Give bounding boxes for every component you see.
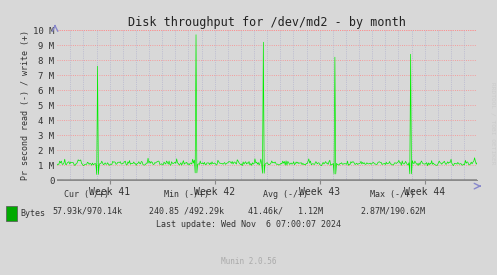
Text: 57.93k/970.14k: 57.93k/970.14k [52,206,122,215]
Text: Max (-/+): Max (-/+) [370,190,415,199]
Y-axis label: Pr second read (-) / write (+): Pr second read (-) / write (+) [21,30,30,180]
Text: 2.87M/190.62M: 2.87M/190.62M [360,206,425,215]
Text: Last update: Wed Nov  6 07:00:07 2024: Last update: Wed Nov 6 07:00:07 2024 [156,220,341,229]
Text: 41.46k/   1.12M: 41.46k/ 1.12M [248,206,323,215]
Text: Cur (-/+): Cur (-/+) [65,190,109,199]
Text: Bytes: Bytes [21,209,46,218]
Text: RRDTOOL / TOBI OETIKER: RRDTOOL / TOBI OETIKER [491,82,496,165]
Text: 240.85 /492.29k: 240.85 /492.29k [149,206,224,215]
Text: Avg (-/+): Avg (-/+) [263,190,308,199]
Text: Munin 2.0.56: Munin 2.0.56 [221,257,276,266]
Title: Disk throughput for /dev/md2 - by month: Disk throughput for /dev/md2 - by month [128,16,406,29]
Text: Min (-/+): Min (-/+) [164,190,209,199]
